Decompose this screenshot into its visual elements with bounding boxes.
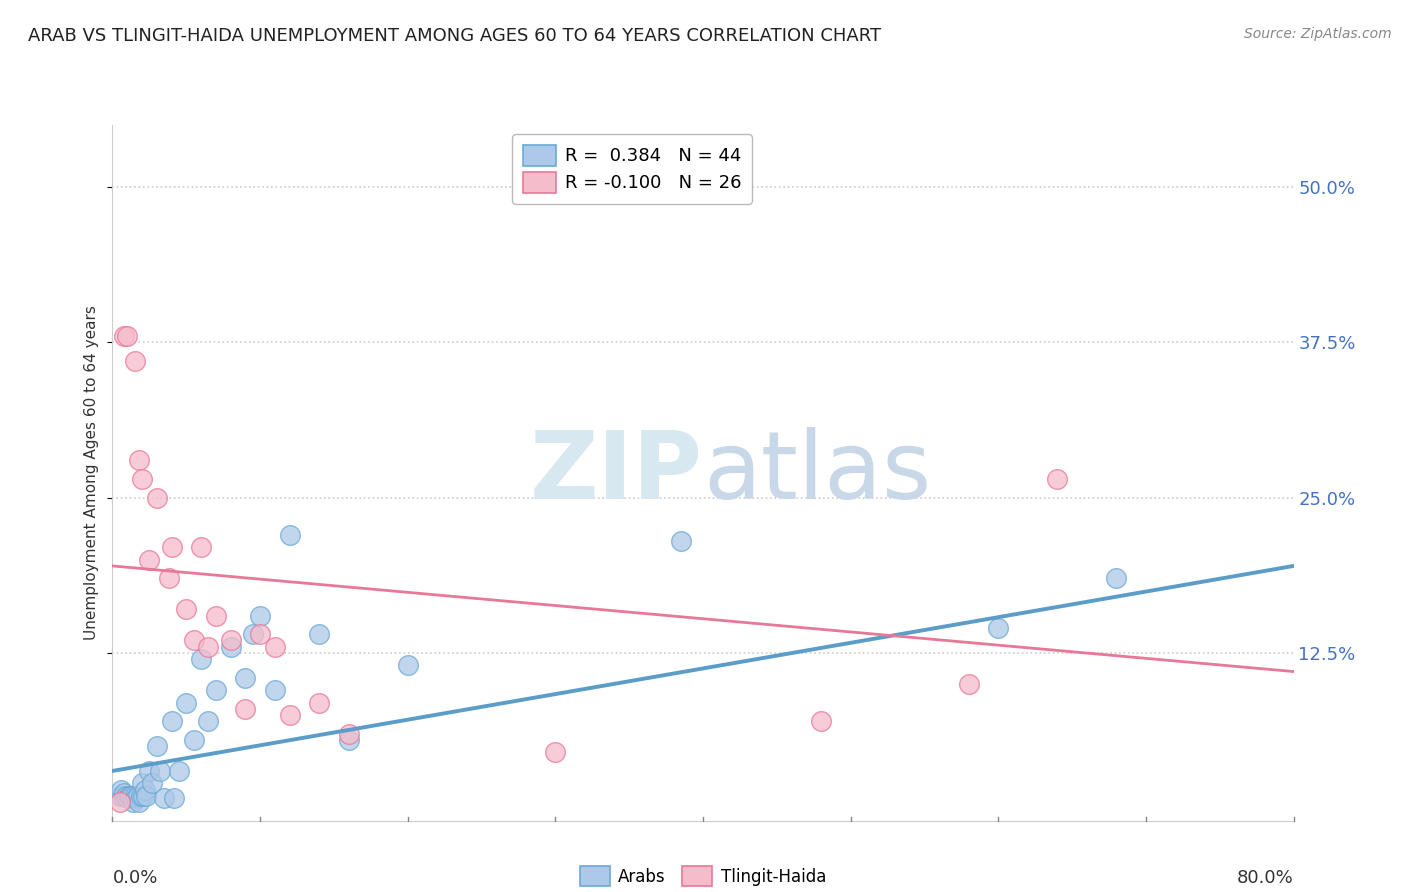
Point bbox=[396, 658, 419, 673]
Point bbox=[810, 714, 832, 729]
Point bbox=[117, 791, 138, 805]
Point bbox=[957, 677, 980, 691]
Point bbox=[167, 764, 190, 778]
Point bbox=[219, 633, 242, 648]
Text: ARAB VS TLINGIT-HAIDA UNEMPLOYMENT AMONG AGES 60 TO 64 YEARS CORRELATION CHART: ARAB VS TLINGIT-HAIDA UNEMPLOYMENT AMONG… bbox=[28, 27, 882, 45]
Point bbox=[183, 732, 205, 747]
Point bbox=[544, 745, 567, 759]
Point bbox=[124, 354, 146, 368]
Point bbox=[141, 776, 163, 790]
Point bbox=[249, 627, 271, 641]
Point bbox=[146, 739, 169, 753]
Point bbox=[117, 329, 138, 343]
Text: atlas: atlas bbox=[703, 426, 931, 519]
Point bbox=[1105, 571, 1128, 585]
Y-axis label: Unemployment Among Ages 60 to 64 years: Unemployment Among Ages 60 to 64 years bbox=[84, 305, 100, 640]
Point bbox=[160, 714, 183, 729]
Point bbox=[190, 652, 212, 666]
Point bbox=[125, 791, 148, 805]
Point bbox=[197, 714, 219, 729]
Point bbox=[122, 795, 145, 809]
Point bbox=[114, 789, 136, 803]
Point bbox=[174, 602, 197, 616]
Point bbox=[183, 633, 205, 648]
Point bbox=[108, 789, 131, 803]
Point bbox=[197, 640, 219, 654]
Point bbox=[1046, 472, 1069, 486]
Point bbox=[108, 795, 131, 809]
Point bbox=[127, 789, 149, 803]
Text: 80.0%: 80.0% bbox=[1237, 870, 1294, 888]
Point bbox=[157, 571, 180, 585]
Point bbox=[233, 702, 256, 716]
Point bbox=[278, 708, 301, 723]
Point bbox=[160, 541, 183, 555]
Point bbox=[190, 541, 212, 555]
Point bbox=[131, 776, 153, 790]
Point bbox=[128, 453, 150, 467]
Point bbox=[111, 789, 134, 803]
Point bbox=[163, 791, 186, 805]
Point bbox=[205, 683, 228, 698]
Point bbox=[242, 627, 264, 641]
Point bbox=[129, 789, 152, 803]
Point bbox=[308, 627, 330, 641]
Point bbox=[669, 534, 692, 549]
Point bbox=[278, 528, 301, 542]
Point bbox=[149, 764, 172, 778]
Point bbox=[264, 683, 287, 698]
Point bbox=[146, 491, 169, 505]
Point bbox=[110, 782, 132, 797]
Point bbox=[205, 608, 228, 623]
Point bbox=[112, 786, 135, 800]
Legend: R =  0.384   N = 44, R = -0.100   N = 26: R = 0.384 N = 44, R = -0.100 N = 26 bbox=[512, 134, 752, 203]
Point bbox=[138, 552, 160, 567]
Point bbox=[118, 789, 141, 803]
Point bbox=[308, 696, 330, 710]
Point bbox=[134, 782, 156, 797]
Point bbox=[132, 789, 155, 803]
Point bbox=[219, 640, 242, 654]
Point bbox=[120, 789, 142, 803]
Text: ZIP: ZIP bbox=[530, 426, 703, 519]
Point bbox=[233, 671, 256, 685]
Text: 0.0%: 0.0% bbox=[112, 870, 157, 888]
Point bbox=[128, 795, 150, 809]
Point bbox=[135, 789, 157, 803]
Point bbox=[174, 696, 197, 710]
Point bbox=[124, 789, 146, 803]
Point bbox=[112, 329, 135, 343]
Point bbox=[121, 789, 143, 803]
Point bbox=[264, 640, 287, 654]
Point bbox=[131, 472, 153, 486]
Point bbox=[249, 608, 271, 623]
Text: Source: ZipAtlas.com: Source: ZipAtlas.com bbox=[1244, 27, 1392, 41]
Point bbox=[138, 764, 160, 778]
Point bbox=[153, 791, 176, 805]
Point bbox=[337, 726, 360, 740]
Point bbox=[987, 621, 1010, 635]
Point bbox=[337, 732, 360, 747]
